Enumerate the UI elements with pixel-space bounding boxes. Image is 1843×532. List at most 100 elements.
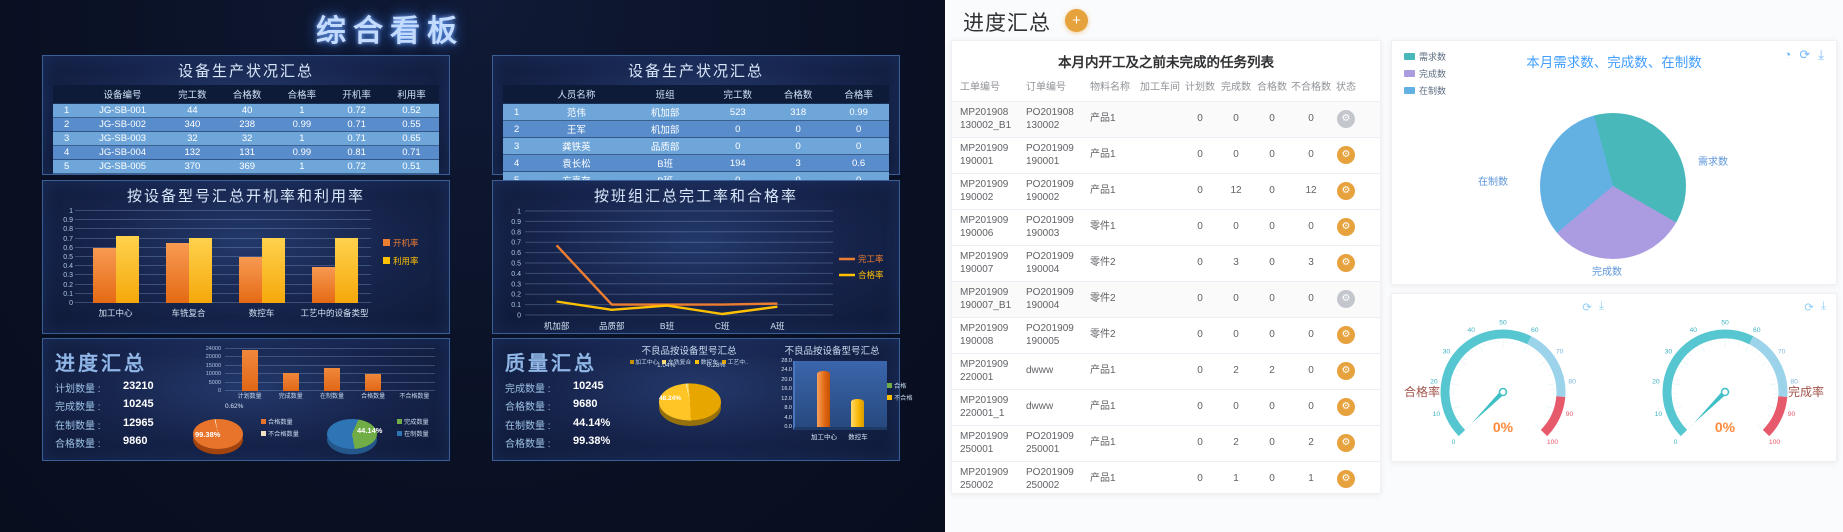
legend-item: 在制数量 [397, 429, 429, 438]
status-gear-button[interactable]: ⚙ [1337, 182, 1355, 200]
gauge-tick [1681, 418, 1686, 422]
y-axis-label: 0.7 [63, 235, 73, 243]
column-header: 工单编号 [960, 82, 1000, 93]
y-axis-label: 12.0 [781, 395, 792, 402]
legend-swatch [261, 419, 266, 424]
download-icon[interactable]: ⤓ [1818, 47, 1824, 62]
gauge-tick [1545, 405, 1553, 409]
status-gear-button[interactable]: ⚙ [1337, 398, 1355, 416]
table-cell: 4 [53, 145, 81, 160]
gauge-arc-segment [1440, 329, 1532, 437]
status-gear-button[interactable]: ⚙ [1337, 470, 1355, 488]
gauge-tick [1677, 410, 1681, 413]
status-gear-button[interactable]: ⚙ [1337, 146, 1355, 164]
gauge-tick [1764, 418, 1769, 422]
task-row: MP201909 220001 dwww 产品1 0 2 2 0 ⚙ [952, 354, 1380, 390]
table-cell: 370 [164, 159, 220, 174]
bar-3d [851, 399, 864, 427]
demand-pie-card: 本月需求数、完成数、在制数 需求数 完成数 在制数 ◔ ⟳ ⤓ 需求数 在制数 完成数 [1391, 40, 1837, 285]
stat-value: 9860 [123, 435, 148, 447]
stat-label: 完成数量 : [505, 383, 551, 395]
gauge-tick [1511, 340, 1514, 345]
pass-qty-cell: 0 [1269, 473, 1275, 485]
legend-label: 车铣复合 [667, 360, 692, 366]
status-gear-button[interactable]: ⚙ [1337, 218, 1355, 236]
task-row: MP201909 190006 PO201909 190003 零件1 0 0 0 0 ⚙ [952, 210, 1380, 246]
column-header [53, 85, 81, 104]
table-row: 3 JG-SB-003 32 32 1 0.71 0.65 [53, 131, 439, 146]
table-row: 4 袁长松 B班 194 3 0.6 [503, 154, 889, 172]
refresh-icon[interactable]: ⟳ [1799, 47, 1811, 62]
progress-pies: 0.62% 99.38% 合格数量 不合格数量 44.14% 完成数量 在制数量 [165, 403, 447, 459]
material-cell: 零件2 [1090, 257, 1116, 269]
plan-qty-cell: 0 [1197, 257, 1203, 269]
gauge-tick-label: 90 [1566, 411, 1574, 418]
gauge-tick [1532, 350, 1536, 354]
refresh-icon[interactable]: ⟳ [1804, 302, 1814, 314]
column-header: 人员名称 [530, 85, 623, 104]
refresh-icon[interactable]: ⟳ [1582, 302, 1592, 314]
gauge-needle [1693, 390, 1727, 424]
pie-slice-label: 48.24% [659, 395, 682, 402]
gauge-tick [1770, 374, 1775, 376]
stat-value: 23210 [123, 379, 154, 392]
status-gear-button[interactable]: ⚙ [1337, 110, 1355, 128]
work-order-line: 130002_B1 [960, 120, 1012, 131]
legend-swatch [887, 395, 892, 400]
gauge-tick [1535, 353, 1539, 357]
stat-value: 12965 [123, 416, 154, 429]
work-order-line: 250002 [960, 480, 994, 491]
status-gear-button[interactable]: ⚙ [1337, 326, 1355, 344]
column-header: 设备编号 [80, 85, 165, 104]
gauge-tick [1539, 360, 1546, 367]
y-axis-label: 0.4 [511, 271, 521, 278]
download-icon[interactable]: ⤓ [1820, 300, 1826, 312]
gauge-tick [1534, 423, 1541, 430]
gauge-toolbar: ⟳ ⤓ [1804, 300, 1826, 314]
table-cell: JG-SB-005 [80, 159, 165, 174]
bar [365, 373, 382, 391]
y-axis-label: 24.0 [781, 367, 792, 374]
quality-stats-block: 质量汇总 完成数量 : 10245 合格数量 : 9680 在制数量 : 44.14% 合格… [505, 347, 613, 450]
y-axis-label: 0.6 [511, 250, 521, 257]
material-cell: 产品1 [1090, 185, 1116, 197]
gauge-tick [1680, 365, 1684, 368]
add-button[interactable]: + [1065, 9, 1088, 32]
status-cell: ⚙ [1332, 434, 1360, 452]
status-gear-button[interactable]: ⚙ [1337, 434, 1355, 452]
download-icon[interactable]: ⤓ [1598, 300, 1604, 312]
task-list-card: 本月内开工及之前未完成的任务列表 工单编号 订单编号 物料名称 加工车间 计划数 完成数合… [951, 40, 1381, 494]
gauge-tick [1453, 374, 1458, 376]
status-gear-button[interactable]: ⚙ [1337, 362, 1355, 380]
x-axis-label: 机加部 [544, 321, 570, 331]
status-gear-button[interactable]: ⚙ [1337, 254, 1355, 272]
table-cell: 0.99 [828, 103, 889, 121]
work-order-line: MP201909 [960, 286, 1009, 298]
bars: 加工中心 车铣复合 数控车 工艺中的设备类型 [79, 211, 371, 318]
pie-legend: 加工中心 车铣复合 数控车 工艺中.. [613, 357, 765, 366]
legend-item: 合格数量 [261, 417, 299, 426]
chart-icon[interactable]: ◔ [1783, 47, 1792, 62]
status-cell: ⚙ [1332, 110, 1360, 128]
x-axis-label: B班 [660, 321, 675, 331]
line-chart: 1 0.9 0.8 0.7 0.6 0.5 0.4 0.3 0.2 0.1 0 机加部 品质部 B班 C班 A… [511, 209, 884, 332]
gauge-完成率: ⟳ ⤓ 0 10 20 30 40 50 60 70 80 90 100 0% 完成率 [1614, 294, 1836, 461]
table-cell: 0 [707, 137, 768, 155]
work-order-cell: MP201908 130002_B1 [960, 106, 1026, 133]
task-row: MP201909 220001_1 dwww 产品1 0 0 0 0 ⚙ [952, 390, 1380, 426]
legend-item: 车铣复合 [662, 357, 691, 366]
fail-qty-cell: 0 [1308, 401, 1314, 413]
table-cell: 44 [164, 103, 220, 118]
grouped-bar-chart: 1 0.9 0.8 0.7 0.6 0.5 0.4 0.3 0.2 0.1 0 加工中心 车铣复合 数控车… [63, 208, 418, 318]
status-gear-button[interactable]: ⚙ [1337, 290, 1355, 308]
order-no-line: 250001 [1026, 444, 1060, 455]
work-order-line: MP201908 [960, 106, 1009, 118]
table-cell: 4 [503, 154, 531, 172]
table-cell: JG-SB-002 [80, 117, 165, 132]
gauge-tick [1528, 347, 1532, 352]
gauge-arc-segment [1540, 396, 1566, 437]
legend-label: 工艺中.. [727, 360, 749, 366]
legend-label: 利用率 [393, 255, 419, 266]
done-qty-cell: 0 [1233, 401, 1239, 413]
chart-title: 不良品按设备型号汇总 [784, 346, 880, 357]
